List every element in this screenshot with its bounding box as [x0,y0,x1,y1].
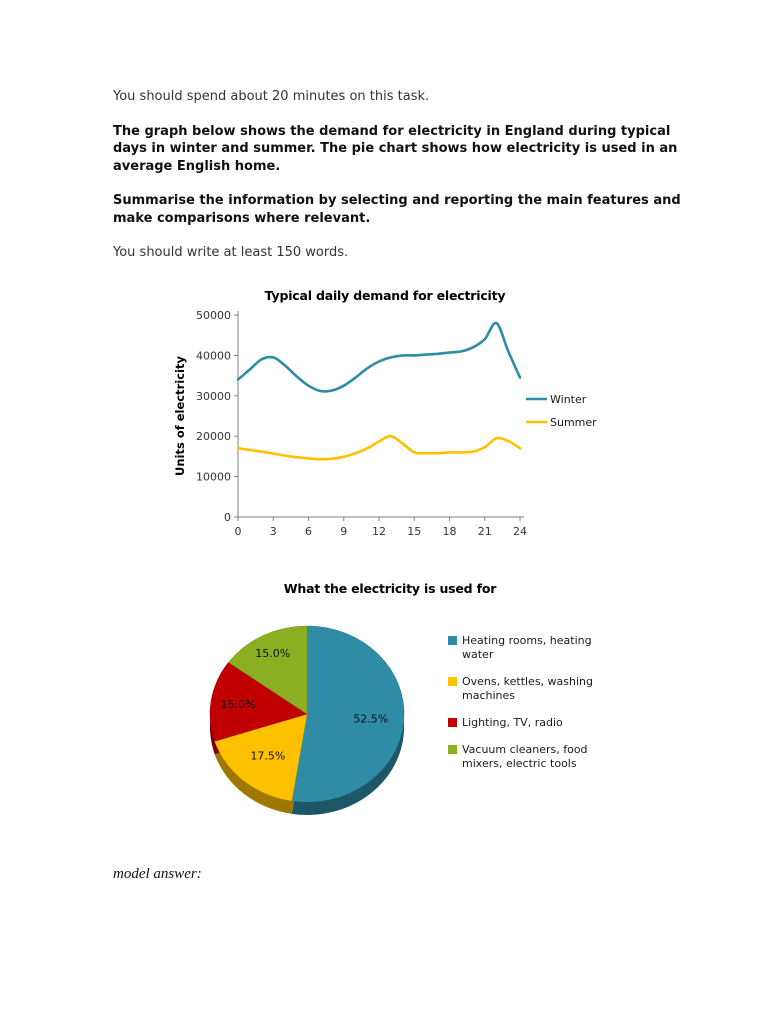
legend-label-summer: Summer [550,416,597,429]
pie-percentage-label: 15.0% [221,698,256,711]
legend-label-winter: Winter [550,393,587,406]
pie-chart-row: 52.5% 17.5% 15.0% 15.0% Heating rooms, heat… [190,604,690,836]
x-tick-label: 21 [478,525,492,538]
series-line-summer [236,434,522,461]
line-chart-title: Typical daily demand for electricity [264,287,506,303]
summary-instruction: Summarise the information by selecting a… [113,193,681,226]
y-tick-label: 0 [224,511,231,524]
y-tick-label: 30000 [196,389,231,402]
legend-swatch [448,717,457,727]
pie-slice [214,713,308,801]
x-tick-label: 9 [340,525,347,538]
legend-item: Ovens, kettles, washing machines [448,675,608,703]
y-axis-title: Units of electricity [173,355,187,475]
x-tick-label: 18 [443,525,457,538]
x-tick-label: 15 [407,525,421,538]
legend-swatch [448,676,457,686]
legend-label: Vacuum cleaners, food mixers, electric t… [462,742,588,770]
pie-chart-canvas: 52.5% 17.5% 15.0% 15.0% [209,625,405,815]
pie-legend: Heating rooms, heating water Ovens, kettl… [448,604,608,784]
x-tick-label: 24 [513,525,527,538]
pie-slice [228,625,308,714]
y-tick-label: 50000 [196,309,231,322]
line-chart-canvas: 0 10000 20000 30000 40000 50000 0 3 6 9 12 15 18 21 24… [173,309,597,538]
legend-item: Vacuum cleaners, food mixers, electric t… [448,743,608,771]
word-count-note: You should write at least 150 words. [113,245,349,260]
pie-slice [209,661,308,742]
x-tick-label: 3 [270,525,277,538]
pie-chart: What the electricity is used for 52.5% 17… [190,581,690,836]
line-chart: Typical daily demand for electricity 0 10… [170,288,600,551]
x-tick-label: 12 [372,525,386,538]
y-tick-label: 10000 [196,470,231,483]
legend-label: Heating rooms, heating water [462,633,592,661]
document-content: You should spend about 20 minutes on thi… [113,89,690,882]
legend-swatch [448,744,457,754]
pie-percentage-label: 52.5% [353,712,388,725]
pie-chart-title: What the electricity is used for [283,580,497,596]
y-tick-label: 20000 [196,430,231,443]
legend-swatch [448,635,457,645]
series-line-winter [236,321,522,393]
pie-percentage-label: 15.0% [255,646,290,659]
x-tick-label: 6 [305,525,312,538]
pie-slice [291,625,405,802]
legend-label: Lighting, TV, radio [462,715,563,729]
x-tick-label: 0 [235,525,242,538]
time-note: You should spend about 20 minutes on thi… [113,89,430,104]
legend-item: Heating rooms, heating water [448,634,608,662]
y-tick-label: 40000 [196,349,231,362]
task-description: The graph below shows the demand for ele… [113,123,678,174]
model-answer-label: model answer: [113,865,202,882]
pie-percentage-label: 17.5% [250,749,285,762]
legend-label: Ovens, kettles, washing machines [462,674,594,702]
legend-item: Lighting, TV, radio [448,716,608,730]
